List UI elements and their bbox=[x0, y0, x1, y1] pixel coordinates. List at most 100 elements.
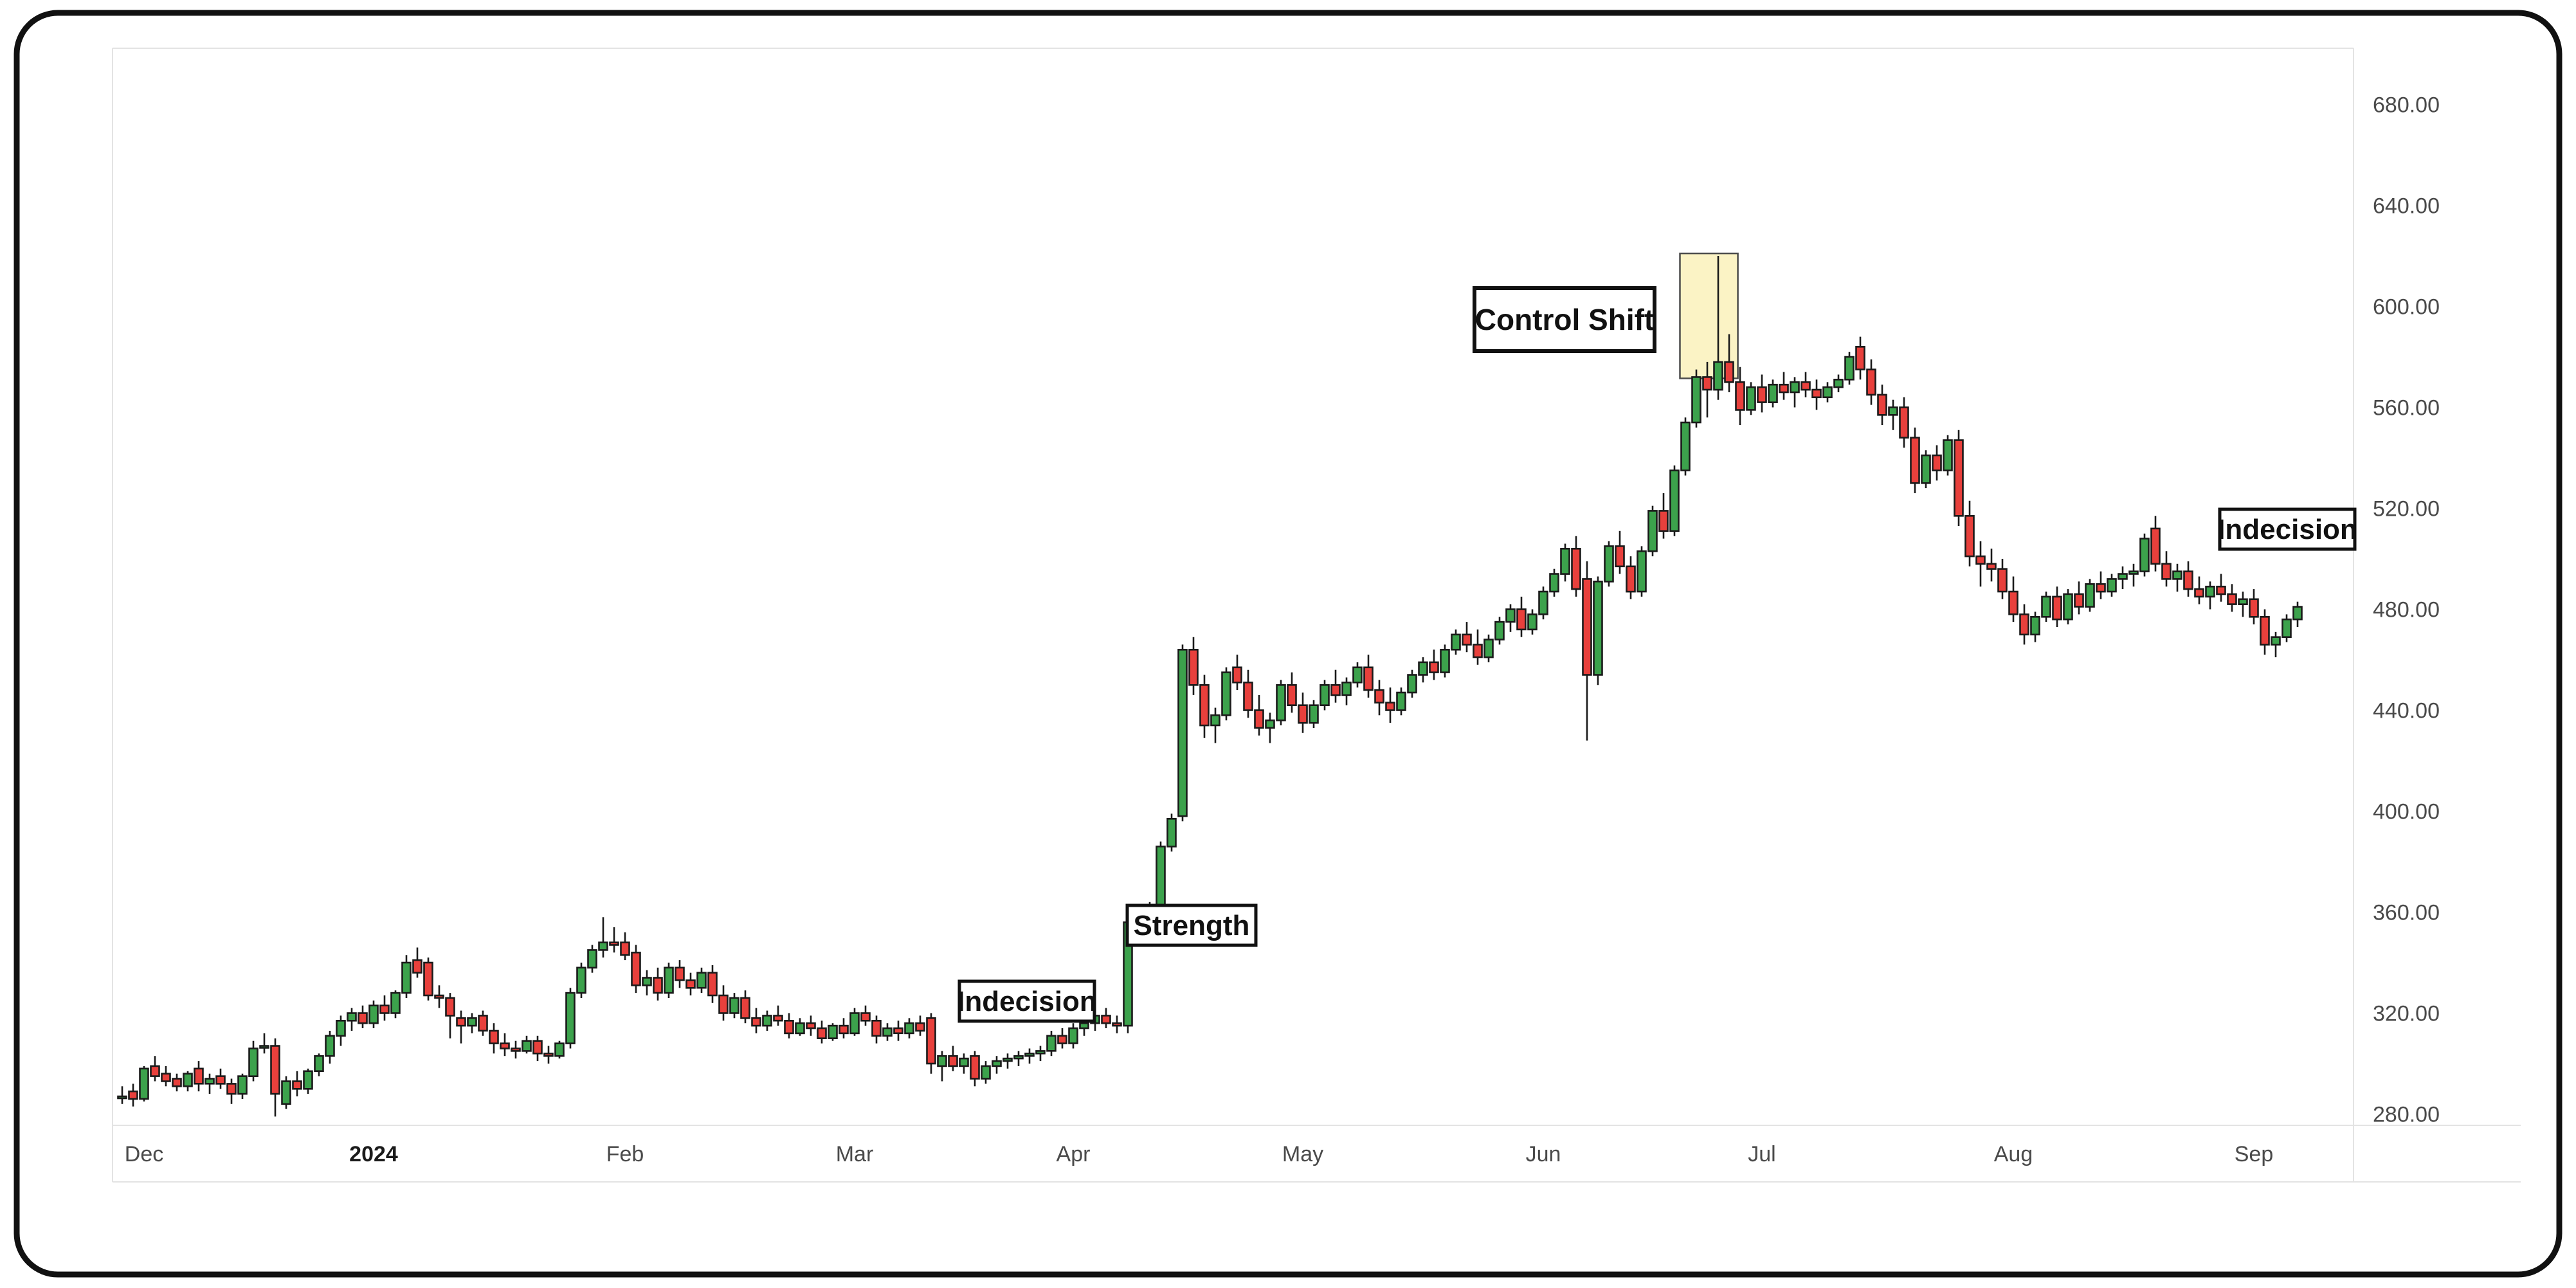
time-axis[interactable]: Dec 2024 Feb Mar Apr May Jun Jul Aug Sep bbox=[125, 1142, 2273, 1166]
candle-body-down bbox=[1932, 454, 1942, 471]
candle bbox=[1396, 687, 1406, 716]
candle bbox=[1166, 813, 1177, 852]
candle-body-down bbox=[478, 1015, 488, 1032]
candle-body-down bbox=[871, 1020, 882, 1037]
candle-body-up bbox=[1068, 1027, 1078, 1044]
candle-body-up bbox=[1221, 671, 1231, 716]
candle bbox=[1210, 707, 1220, 743]
candle bbox=[1899, 397, 1909, 448]
candle-body-up bbox=[762, 1015, 772, 1027]
candle-body-down bbox=[817, 1027, 827, 1039]
candle bbox=[2096, 571, 2106, 599]
candle-body-up bbox=[696, 972, 707, 989]
chart-frame bbox=[112, 48, 2521, 1183]
candle bbox=[1910, 427, 1920, 493]
candle-body-up bbox=[314, 1055, 324, 1072]
candle-body-down bbox=[1702, 376, 1712, 391]
annotation-indecision-right[interactable]: Indecision bbox=[2217, 507, 2357, 551]
candle-body-down bbox=[970, 1055, 980, 1080]
candle-body-down bbox=[1658, 510, 1669, 532]
candle-body-down bbox=[806, 1022, 816, 1029]
candle bbox=[1691, 369, 1701, 428]
candle-body-up bbox=[2041, 595, 2051, 618]
candle bbox=[1505, 604, 1516, 632]
candle-body-up bbox=[937, 1055, 947, 1067]
candle bbox=[445, 993, 455, 1039]
candle bbox=[500, 1033, 510, 1057]
candle-body-down bbox=[1757, 386, 1767, 403]
candle bbox=[1637, 546, 1647, 597]
annotation-control-shift[interactable]: Control Shift bbox=[1473, 286, 1656, 353]
candle bbox=[215, 1068, 226, 1089]
candle bbox=[303, 1068, 313, 1094]
candle-body-down bbox=[751, 1017, 761, 1027]
candle bbox=[1855, 336, 1865, 380]
candle bbox=[259, 1033, 269, 1054]
price-axis[interactable]: 680.00 640.00 600.00 560.00 520.00 480.00 440.… bbox=[2373, 93, 2440, 1127]
candle-body-up bbox=[2030, 615, 2040, 636]
x-axis-label: Jun bbox=[1526, 1142, 1561, 1166]
x-axis-label: Dec bbox=[125, 1142, 163, 1166]
candle bbox=[292, 1071, 302, 1096]
candle bbox=[2260, 609, 2270, 655]
candle-body-up bbox=[1604, 545, 1614, 583]
candle-body-up bbox=[1527, 613, 1537, 631]
candle bbox=[587, 945, 597, 973]
y-axis-label: 320.00 bbox=[2373, 1002, 2440, 1026]
candle-body-down bbox=[489, 1029, 499, 1044]
candle bbox=[1363, 655, 1374, 698]
candle-body-down bbox=[1975, 555, 1986, 565]
candle bbox=[1462, 622, 1472, 653]
annotation-label: Indecision bbox=[957, 986, 1097, 1017]
annotation-strength[interactable]: Strength bbox=[1125, 903, 1258, 947]
candle-body-up bbox=[281, 1080, 291, 1105]
candle bbox=[1986, 549, 1997, 582]
highlight-box[interactable] bbox=[1679, 252, 1739, 379]
candle bbox=[1418, 657, 1428, 683]
candle bbox=[937, 1051, 947, 1082]
candle bbox=[1309, 700, 1319, 728]
candle bbox=[2019, 604, 2029, 645]
candle-body-down bbox=[1473, 644, 1483, 658]
candle-body-up bbox=[248, 1048, 259, 1078]
candle-body-up bbox=[1418, 661, 1428, 676]
candle bbox=[773, 1005, 783, 1026]
candle-body-up bbox=[992, 1060, 1002, 1067]
candles-layer bbox=[117, 256, 2303, 1117]
highlight-box-layer[interactable] bbox=[1679, 252, 1739, 379]
candle bbox=[1768, 379, 1778, 408]
candle-body-down bbox=[1997, 568, 2008, 593]
candle bbox=[128, 1084, 138, 1107]
candle bbox=[1527, 609, 1537, 635]
candle bbox=[2172, 563, 2182, 592]
candle bbox=[1221, 667, 1231, 721]
candle bbox=[1440, 644, 1450, 678]
candle bbox=[1451, 629, 1461, 655]
candle bbox=[1571, 536, 1581, 597]
candle bbox=[226, 1078, 237, 1104]
candle bbox=[882, 1023, 893, 1041]
candle-body-up bbox=[1593, 580, 1603, 676]
candle-body-down bbox=[2249, 598, 2259, 618]
candle-body-up bbox=[981, 1065, 991, 1080]
annotation-indecision-left[interactable]: Indecision bbox=[957, 979, 1097, 1023]
candle bbox=[543, 1046, 554, 1064]
candle bbox=[194, 1061, 204, 1092]
candle-body-down bbox=[1811, 388, 1822, 399]
candle bbox=[401, 955, 412, 998]
candle-body-up bbox=[849, 1012, 860, 1035]
candle bbox=[849, 1008, 860, 1036]
candle bbox=[1188, 637, 1199, 695]
candle bbox=[379, 995, 390, 1021]
candle bbox=[817, 1020, 827, 1044]
candle bbox=[1921, 450, 1931, 489]
candle-body-down bbox=[675, 966, 685, 981]
candle-body-up bbox=[1320, 684, 1330, 707]
candle-body-down bbox=[2096, 583, 2106, 593]
candle bbox=[1615, 531, 1625, 574]
candle bbox=[1779, 372, 1789, 400]
y-axis-label: 400.00 bbox=[2373, 800, 2440, 824]
candle bbox=[685, 972, 696, 995]
candle-body-up bbox=[1647, 510, 1658, 552]
